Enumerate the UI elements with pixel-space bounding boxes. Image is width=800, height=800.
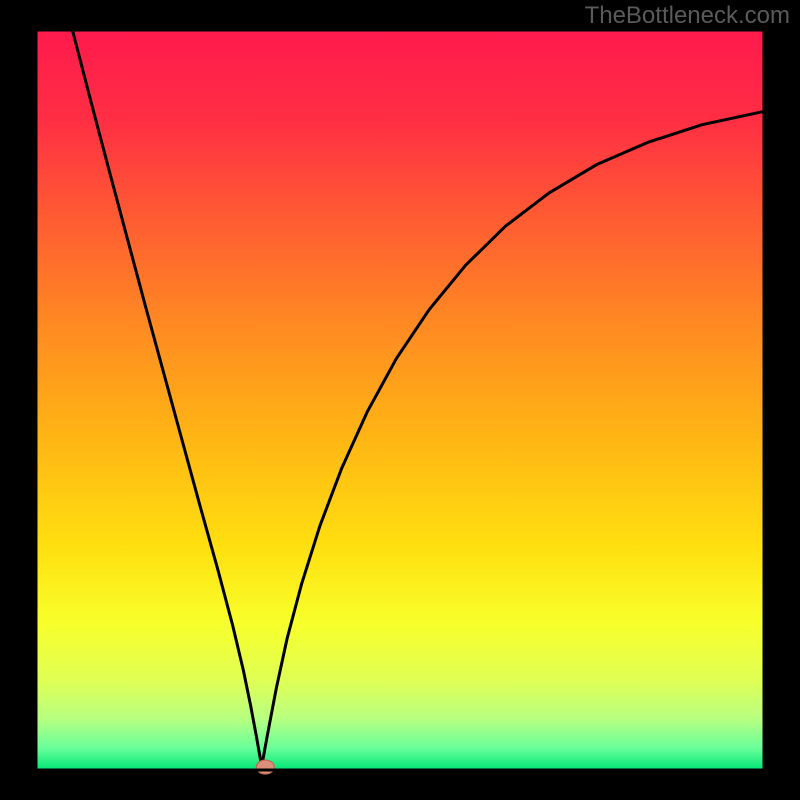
watermark-text: TheBottleneck.com [585, 2, 790, 30]
chart-container: TheBottleneck.com [0, 0, 800, 800]
optimum-marker [256, 760, 274, 774]
bottleneck-chart [0, 0, 800, 800]
